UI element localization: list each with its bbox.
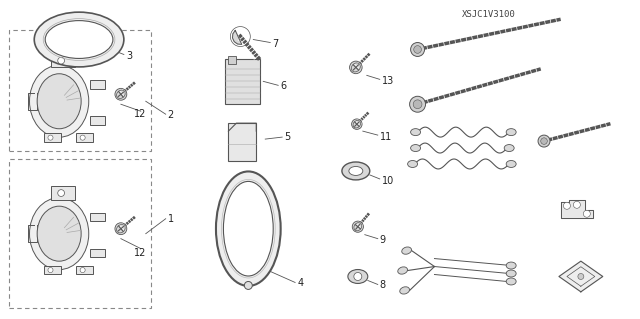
Bar [44, 266, 61, 274]
Ellipse shape [506, 278, 516, 285]
Bar [10, 30, 151, 151]
Text: 6: 6 [280, 81, 286, 91]
Circle shape [413, 100, 422, 109]
Ellipse shape [45, 21, 113, 58]
Ellipse shape [29, 198, 89, 270]
Circle shape [541, 138, 547, 145]
Bar [228, 123, 256, 161]
Ellipse shape [411, 129, 420, 136]
Polygon shape [559, 261, 603, 292]
Ellipse shape [349, 167, 363, 175]
Bar [90, 116, 106, 125]
Ellipse shape [402, 247, 412, 254]
Bar [225, 59, 260, 104]
Bar [44, 133, 61, 142]
Ellipse shape [398, 267, 408, 274]
Bar [76, 133, 93, 142]
Circle shape [351, 119, 362, 130]
Circle shape [578, 273, 584, 279]
Circle shape [583, 210, 590, 217]
Circle shape [411, 42, 424, 56]
Ellipse shape [400, 287, 410, 294]
Text: 10: 10 [381, 176, 394, 186]
Text: XSJC1V3100: XSJC1V3100 [462, 10, 516, 19]
Text: 12: 12 [134, 248, 146, 258]
Circle shape [48, 135, 53, 140]
Ellipse shape [411, 145, 420, 152]
Ellipse shape [504, 145, 514, 152]
Circle shape [80, 268, 85, 273]
Circle shape [563, 202, 570, 209]
Text: 3: 3 [126, 51, 132, 62]
Ellipse shape [506, 160, 516, 167]
Text: 12: 12 [134, 109, 146, 119]
Ellipse shape [408, 160, 417, 167]
Bar [10, 159, 151, 308]
Circle shape [48, 268, 53, 273]
Circle shape [538, 135, 550, 147]
Circle shape [244, 281, 252, 289]
Text: 8: 8 [380, 280, 386, 290]
Ellipse shape [29, 65, 89, 137]
Bar [51, 186, 75, 200]
Text: 9: 9 [380, 235, 386, 245]
Text: 4: 4 [297, 278, 303, 288]
Ellipse shape [342, 162, 370, 180]
Bar [90, 249, 106, 257]
Circle shape [413, 46, 421, 53]
Circle shape [115, 88, 127, 100]
Ellipse shape [506, 262, 516, 269]
Circle shape [58, 57, 65, 64]
Bar [90, 212, 106, 221]
Ellipse shape [216, 171, 281, 286]
Bar [76, 266, 93, 274]
Ellipse shape [506, 270, 516, 277]
Text: 11: 11 [380, 132, 392, 142]
Circle shape [80, 135, 85, 140]
Circle shape [115, 223, 127, 234]
Polygon shape [561, 200, 593, 218]
Circle shape [573, 201, 580, 208]
Ellipse shape [348, 270, 368, 284]
Text: 13: 13 [381, 76, 394, 86]
Text: 5: 5 [284, 132, 291, 142]
Bar [51, 54, 75, 67]
Ellipse shape [37, 74, 81, 129]
Bar [228, 56, 236, 64]
Ellipse shape [35, 12, 124, 67]
Ellipse shape [223, 182, 273, 276]
Polygon shape [232, 30, 242, 44]
Text: 1: 1 [168, 214, 174, 224]
Circle shape [58, 190, 65, 197]
Text: 2: 2 [168, 110, 174, 120]
Bar [90, 80, 106, 89]
Circle shape [410, 96, 426, 112]
Text: 7: 7 [272, 39, 278, 48]
Circle shape [349, 61, 362, 74]
Circle shape [352, 221, 364, 232]
Circle shape [354, 272, 362, 280]
Ellipse shape [506, 129, 516, 136]
Ellipse shape [37, 206, 81, 261]
